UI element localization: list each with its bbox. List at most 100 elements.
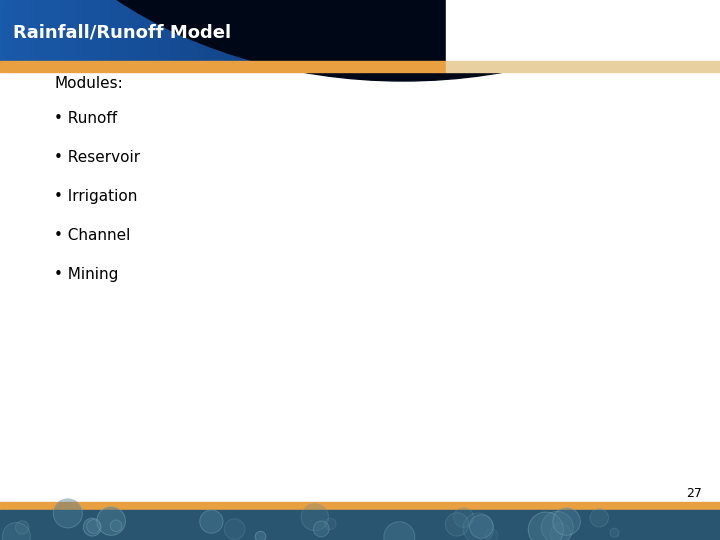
- Bar: [595, 0, 601, 65]
- Bar: [686, 0, 693, 65]
- Bar: [197, 0, 203, 65]
- Bar: [120, 0, 126, 65]
- Bar: [432, 0, 438, 65]
- Bar: [610, 0, 616, 65]
- Bar: [331, 0, 338, 65]
- Ellipse shape: [86, 519, 100, 534]
- Bar: [682, 0, 688, 65]
- Bar: [619, 0, 626, 65]
- Bar: [351, 0, 356, 65]
- Bar: [394, 0, 400, 65]
- Bar: [230, 0, 237, 65]
- Bar: [360, 0, 366, 65]
- Bar: [585, 0, 592, 65]
- Ellipse shape: [53, 499, 82, 528]
- Bar: [639, 0, 644, 65]
- Bar: [5, 0, 11, 65]
- Bar: [533, 0, 539, 65]
- Bar: [293, 0, 299, 65]
- Bar: [446, 62, 720, 72]
- Bar: [135, 0, 140, 65]
- Bar: [567, 0, 572, 65]
- Bar: [259, 0, 266, 65]
- Ellipse shape: [610, 528, 619, 537]
- Bar: [163, 0, 169, 65]
- Bar: [475, 0, 482, 65]
- Bar: [221, 0, 227, 65]
- Circle shape: [0, 0, 720, 81]
- Bar: [495, 0, 500, 65]
- Ellipse shape: [384, 522, 415, 540]
- Bar: [657, 0, 664, 65]
- Bar: [634, 0, 640, 65]
- Bar: [696, 0, 702, 65]
- Bar: [408, 0, 414, 65]
- Bar: [427, 0, 433, 65]
- Bar: [19, 0, 25, 65]
- Ellipse shape: [16, 521, 29, 534]
- Ellipse shape: [255, 531, 266, 540]
- Bar: [369, 0, 376, 65]
- Bar: [302, 0, 309, 65]
- Bar: [418, 0, 424, 65]
- Bar: [106, 0, 112, 65]
- Bar: [547, 0, 554, 65]
- Text: Rainfall/Runoff Model: Rainfall/Runoff Model: [13, 24, 231, 42]
- Bar: [254, 0, 261, 65]
- Ellipse shape: [325, 518, 336, 530]
- Bar: [317, 0, 323, 65]
- Bar: [480, 0, 486, 65]
- Bar: [250, 0, 256, 65]
- Bar: [451, 0, 457, 65]
- Bar: [67, 0, 73, 65]
- Bar: [336, 0, 342, 65]
- Bar: [168, 0, 174, 65]
- Bar: [91, 0, 97, 65]
- Bar: [225, 0, 232, 65]
- Bar: [523, 0, 529, 65]
- Ellipse shape: [2, 523, 30, 540]
- Bar: [677, 0, 683, 65]
- Bar: [715, 0, 720, 65]
- Bar: [355, 0, 361, 65]
- Ellipse shape: [541, 511, 573, 540]
- Bar: [0, 62, 446, 72]
- Bar: [14, 0, 21, 65]
- Ellipse shape: [485, 529, 498, 540]
- Bar: [557, 0, 563, 65]
- Bar: [43, 0, 50, 65]
- Ellipse shape: [463, 513, 494, 540]
- Bar: [58, 0, 64, 65]
- Bar: [264, 0, 270, 65]
- Bar: [509, 0, 515, 65]
- Bar: [240, 0, 246, 65]
- Bar: [398, 0, 405, 65]
- Bar: [379, 0, 385, 65]
- Bar: [538, 0, 544, 65]
- Bar: [706, 0, 712, 65]
- Bar: [581, 0, 587, 65]
- Bar: [53, 0, 59, 65]
- Bar: [691, 0, 698, 65]
- Bar: [653, 0, 659, 65]
- Bar: [384, 0, 390, 65]
- Bar: [413, 0, 419, 65]
- Bar: [423, 0, 428, 65]
- Bar: [600, 0, 606, 65]
- Bar: [288, 0, 294, 65]
- Bar: [485, 0, 491, 65]
- Bar: [202, 0, 208, 65]
- Bar: [86, 0, 93, 65]
- Bar: [245, 0, 251, 65]
- Bar: [552, 0, 558, 65]
- Bar: [504, 0, 510, 65]
- Bar: [576, 0, 582, 65]
- Ellipse shape: [110, 520, 122, 531]
- Bar: [207, 0, 212, 65]
- Text: 27: 27: [686, 487, 702, 500]
- Bar: [456, 0, 462, 65]
- Bar: [144, 0, 150, 65]
- Bar: [283, 0, 289, 65]
- Bar: [672, 0, 678, 65]
- Bar: [322, 0, 328, 65]
